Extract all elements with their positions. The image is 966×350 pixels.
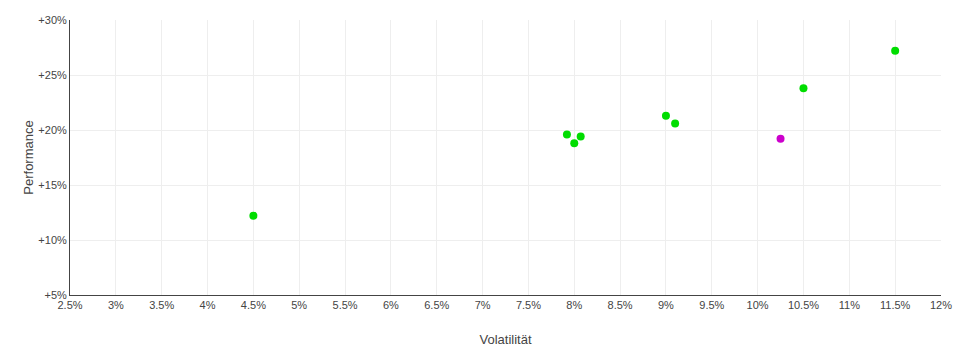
svg-text:9.5%: 9.5% [699,299,724,311]
svg-text:+25%: +25% [38,69,67,81]
svg-text:2.5%: 2.5% [57,299,82,311]
svg-text:8%: 8% [566,299,582,311]
svg-text:8.5%: 8.5% [608,299,633,311]
svg-text:+15%: +15% [38,179,67,191]
svg-text:+5%: +5% [44,289,67,301]
svg-text:11%: 11% [839,299,860,311]
svg-text:+10%: +10% [38,234,67,246]
svg-text:4.5%: 4.5% [241,299,266,311]
svg-text:5.5%: 5.5% [333,299,358,311]
svg-text:+30%: +30% [38,14,67,26]
svg-text:6.5%: 6.5% [424,299,449,311]
svg-text:Volatilität: Volatilität [479,332,531,347]
svg-text:10.5%: 10.5% [788,299,819,311]
svg-text:3%: 3% [108,299,124,311]
svg-text:5%: 5% [291,299,307,311]
svg-text:12%: 12% [930,299,952,311]
svg-text:+20%: +20% [38,124,67,136]
svg-text:9%: 9% [658,299,674,311]
svg-text:Performance: Performance [21,120,36,194]
svg-text:11.5%: 11.5% [880,299,911,311]
svg-text:7%: 7% [475,299,491,311]
svg-text:7.5%: 7.5% [516,299,541,311]
svg-text:4%: 4% [200,299,216,311]
svg-text:6%: 6% [383,299,399,311]
svg-text:3.5%: 3.5% [149,299,174,311]
svg-text:10%: 10% [747,299,769,311]
